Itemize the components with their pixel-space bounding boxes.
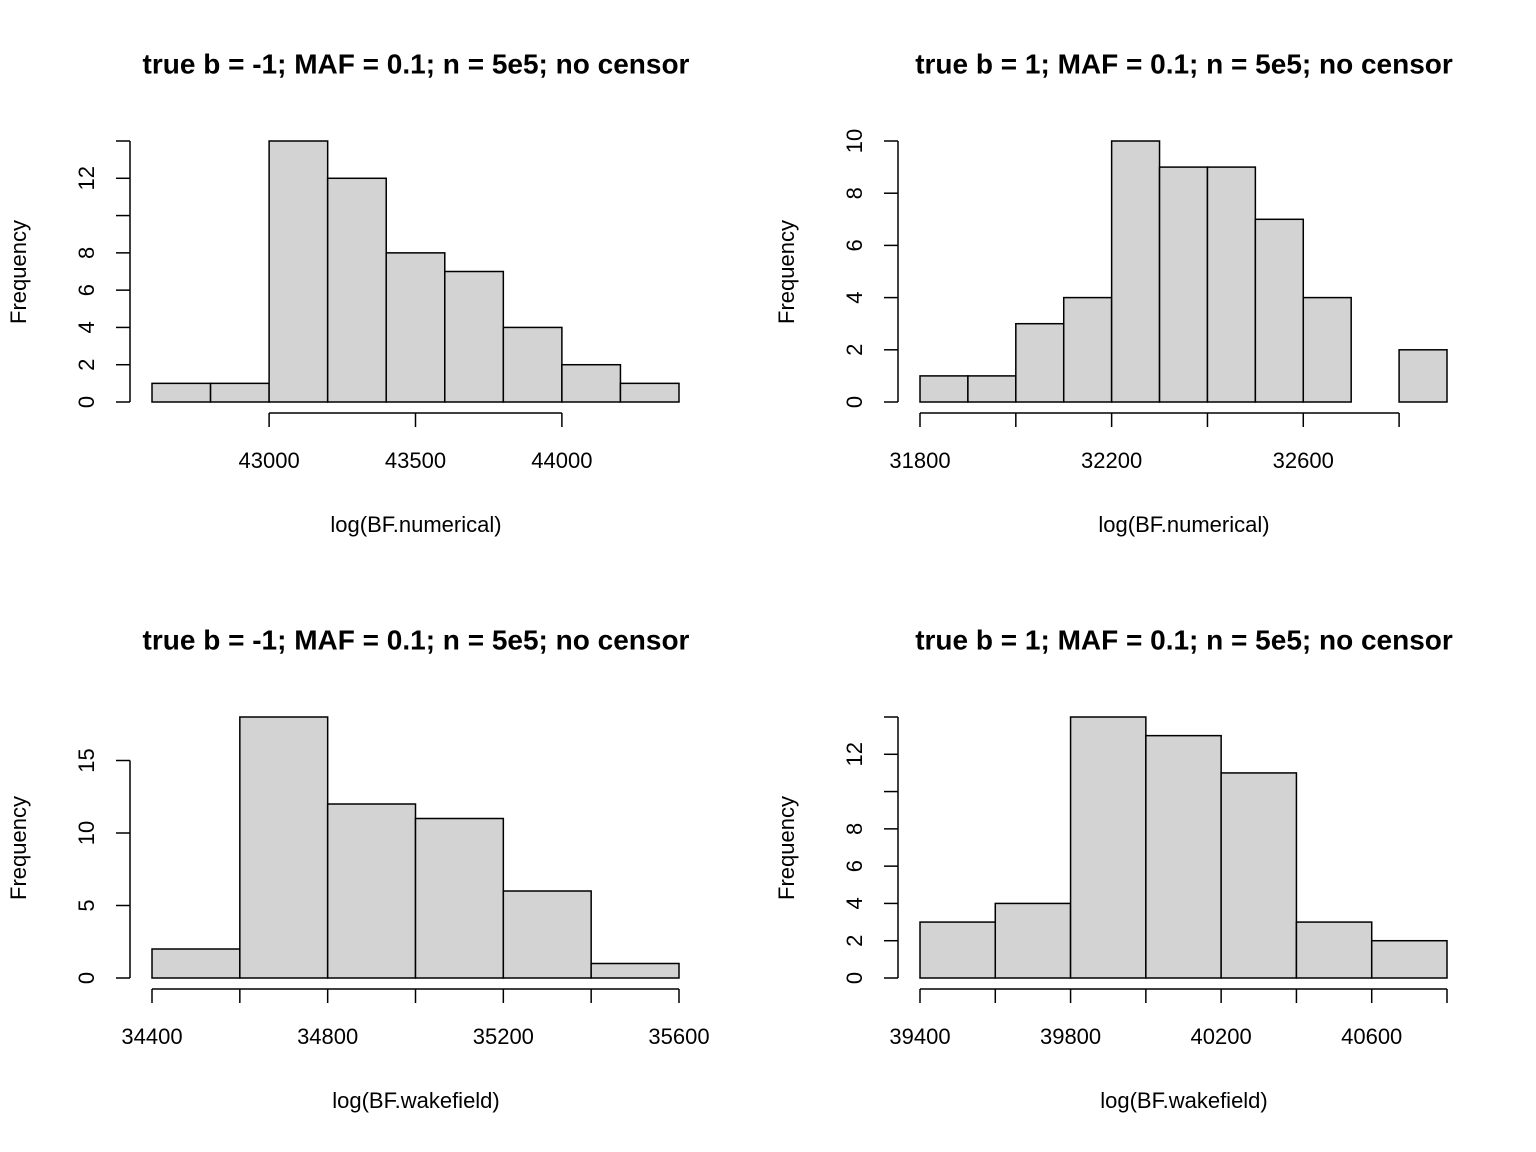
bar [444,270,505,403]
y-tick-label: 12 [74,166,99,190]
y-tick-label: 0 [842,972,867,984]
y-tick-label: 0 [842,396,867,408]
y-tick-label: 2 [842,344,867,356]
x-tick-label: 40200 [1191,1024,1252,1049]
x-axis-label: log(BF.wakefield) [1100,1088,1268,1113]
bar [268,140,329,403]
x-tick-label: 39800 [1040,1024,1101,1049]
y-tick-label: 6 [842,860,867,872]
bar [1295,921,1373,979]
bar [1302,296,1352,403]
bar [561,363,622,403]
bar [239,716,329,979]
y-tick-label: 12 [842,742,867,766]
bar [919,921,997,979]
y-tick-label: 2 [74,359,99,371]
bar [1206,166,1257,403]
bar [1062,296,1113,403]
y-tick-label: 15 [74,748,99,772]
bar [1254,218,1305,403]
y-tick-label: 0 [74,972,99,984]
y-tick-label: 4 [74,321,99,333]
chart-title: true b = -1; MAF = 0.1; n = 5e5; no cens… [143,48,690,79]
x-tick-label: 44000 [531,448,592,473]
bar [414,817,505,979]
bar [502,890,592,979]
y-tick-label: 5 [74,899,99,911]
bar [326,177,387,403]
y-tick-label: 6 [842,239,867,251]
x-tick-label: 43000 [239,448,300,473]
bar [1370,939,1448,979]
x-tick-label: 34800 [297,1024,358,1049]
y-axis-label: Frequency [774,796,799,900]
x-tick-label: 39400 [889,1024,950,1049]
bar [919,375,969,403]
y-tick-label: 10 [842,129,867,153]
y-tick-label: 4 [842,897,867,909]
chart-title: true b = 1; MAF = 0.1; n = 5e5; no censo… [915,624,1453,655]
x-tick-label: 32600 [1273,448,1334,473]
y-tick-label: 0 [74,396,99,408]
bar [1015,322,1065,403]
panel: true b = -1; MAF = 0.1; n = 5e5; no cens… [6,48,690,536]
bar [1145,734,1222,979]
x-tick-label: 43500 [385,448,446,473]
x-axis-label: log(BF.numerical) [330,512,501,537]
panel: true b = 1; MAF = 0.1; n = 5e5; no censo… [774,48,1453,536]
bar [1110,140,1161,403]
x-tick-label: 35200 [473,1024,534,1049]
bar [590,962,680,979]
x-tick-label: 40600 [1341,1024,1402,1049]
y-axis-label: Frequency [6,220,31,324]
y-tick-label: 10 [74,821,99,845]
x-tick-label: 35600 [648,1024,709,1049]
y-axis-label: Frequency [774,220,799,324]
chart-title: true b = -1; MAF = 0.1; n = 5e5; no cens… [143,624,690,655]
bar [994,902,1072,979]
panel: true b = 1; MAF = 0.1; n = 5e5; no censo… [774,624,1453,1112]
bar [326,803,417,979]
bar [967,375,1017,403]
y-tick-label: 8 [74,247,99,259]
chart-title: true b = 1; MAF = 0.1; n = 5e5; no censo… [915,48,1453,79]
bar [385,252,446,403]
bar [1220,772,1298,979]
y-tick-label: 2 [842,935,867,947]
y-axis-label: Frequency [6,796,31,900]
x-axis-label: log(BF.numerical) [1098,512,1269,537]
bar [1069,716,1147,979]
panel: true b = -1; MAF = 0.1; n = 5e5; no cens… [6,624,710,1112]
x-axis-label: log(BF.wakefield) [332,1088,500,1113]
y-tick-label: 6 [74,284,99,296]
bar [619,382,680,403]
x-tick-label: 32200 [1081,448,1142,473]
bar [151,382,212,403]
bar [1398,349,1448,403]
y-tick-label: 8 [842,187,867,199]
bar [1158,166,1209,403]
y-tick-label: 8 [842,823,867,835]
bar [209,382,270,403]
y-tick-label: 4 [842,291,867,303]
bar [502,326,563,403]
x-tick-label: 34400 [121,1024,182,1049]
x-tick-label: 31800 [889,448,950,473]
bar [151,948,241,979]
